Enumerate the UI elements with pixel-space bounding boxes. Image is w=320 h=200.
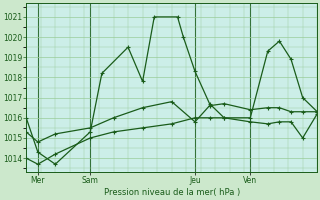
- X-axis label: Pression niveau de la mer( hPa ): Pression niveau de la mer( hPa ): [104, 188, 240, 197]
